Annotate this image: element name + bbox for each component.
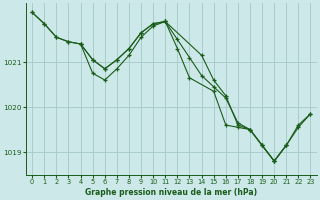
X-axis label: Graphe pression niveau de la mer (hPa): Graphe pression niveau de la mer (hPa) [85,188,257,197]
